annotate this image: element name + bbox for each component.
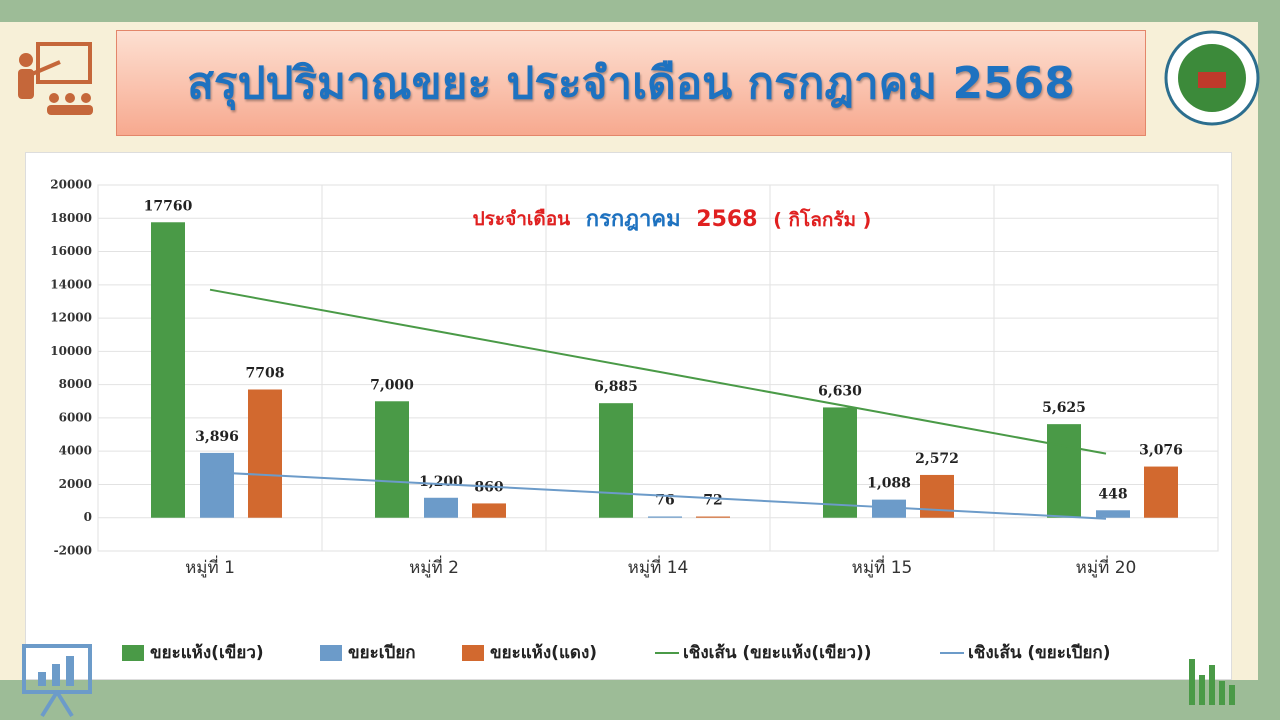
value-label: 448	[1098, 486, 1127, 502]
legend-swatch	[462, 645, 484, 661]
value-label: 3,896	[195, 429, 239, 445]
value-label: 5,625	[1042, 400, 1086, 416]
bar	[648, 516, 682, 518]
value-label: 2,572	[915, 451, 959, 467]
legend-label: ขยะเปียก	[348, 642, 416, 663]
x-tick-label: หมู่ที่ 2	[409, 555, 459, 578]
x-tick-label: หมู่ที่ 15	[852, 555, 913, 578]
value-label: 17760	[144, 198, 193, 214]
value-label: 3,076	[1139, 443, 1183, 459]
y-tick-label: 20000	[50, 178, 92, 192]
header-title: สรุปปริมาณขยะ ประจำเดือน กรกฎาคม 2568	[187, 58, 1075, 109]
title-part: ( กิโลกรัม )	[773, 208, 871, 231]
bar	[599, 403, 633, 518]
bar	[200, 452, 234, 518]
bar	[375, 401, 409, 518]
y-tick-label: 18000	[50, 211, 92, 225]
logo	[1164, 30, 1260, 126]
title-part: ประจำเดือน	[473, 208, 571, 230]
bar	[248, 389, 282, 518]
bar	[151, 222, 185, 518]
value-label: 7,000	[370, 377, 414, 393]
chart-title: ประจำเดือน กรกฎาคม 2568 ( กิโลกรัม )	[473, 207, 872, 232]
x-tick-label: หมู่ที่ 14	[628, 555, 689, 578]
value-label: 72	[703, 493, 722, 509]
presenter-icon	[18, 42, 93, 115]
header: สรุปปริมาณขยะ ประจำเดือน กรกฎาคม 2568	[116, 30, 1146, 136]
trend-line	[209, 471, 1107, 520]
bar	[1144, 466, 1178, 518]
chart-icon	[22, 644, 92, 718]
trend-line	[209, 288, 1107, 455]
value-label: 6,885	[594, 379, 638, 395]
bar	[1047, 424, 1081, 518]
bars-icon	[1189, 659, 1235, 705]
y-tick-label: 4000	[59, 444, 92, 458]
y-tick-label: 10000	[50, 344, 92, 358]
y-tick-label: 2000	[59, 477, 92, 491]
bar	[424, 497, 458, 518]
bar	[696, 516, 730, 518]
y-tick-label: 8000	[59, 377, 92, 391]
x-tick-label: หมู่ที่ 20	[1076, 555, 1137, 578]
bar	[1096, 510, 1130, 518]
value-label: 6,630	[818, 383, 862, 399]
y-tick-label: 12000	[50, 311, 92, 325]
bar	[823, 407, 857, 518]
plot-area	[97, 184, 1219, 552]
legend-swatch	[122, 645, 144, 661]
plot-bg	[97, 184, 1219, 552]
y-tick-label: 6000	[59, 410, 92, 424]
value-label: 7708	[246, 365, 285, 381]
value-label: 1,088	[867, 476, 911, 492]
legend-label: ขยะแห้ง(แดง)	[490, 643, 597, 663]
legend-label: ขยะแห้ง(เขียว)	[150, 642, 264, 663]
legend-swatch	[320, 645, 342, 661]
bar	[872, 499, 906, 518]
title-part: 2568	[696, 207, 757, 232]
legend-label: เชิงเส้น (ขยะแห้ง(เขียว))	[683, 642, 872, 663]
y-tick-label: -2000	[54, 544, 92, 558]
legend-label: เชิงเส้น (ขยะเปียก)	[968, 642, 1110, 663]
x-tick-label: หมู่ที่ 1	[185, 555, 235, 578]
y-tick-label: 16000	[50, 244, 92, 258]
bar	[472, 503, 506, 518]
title-part: กรกฎาคม	[586, 207, 681, 232]
value-label: 1,200	[419, 474, 463, 490]
y-tick-label: 14000	[50, 277, 92, 291]
y-tick-label: 0	[84, 510, 92, 524]
